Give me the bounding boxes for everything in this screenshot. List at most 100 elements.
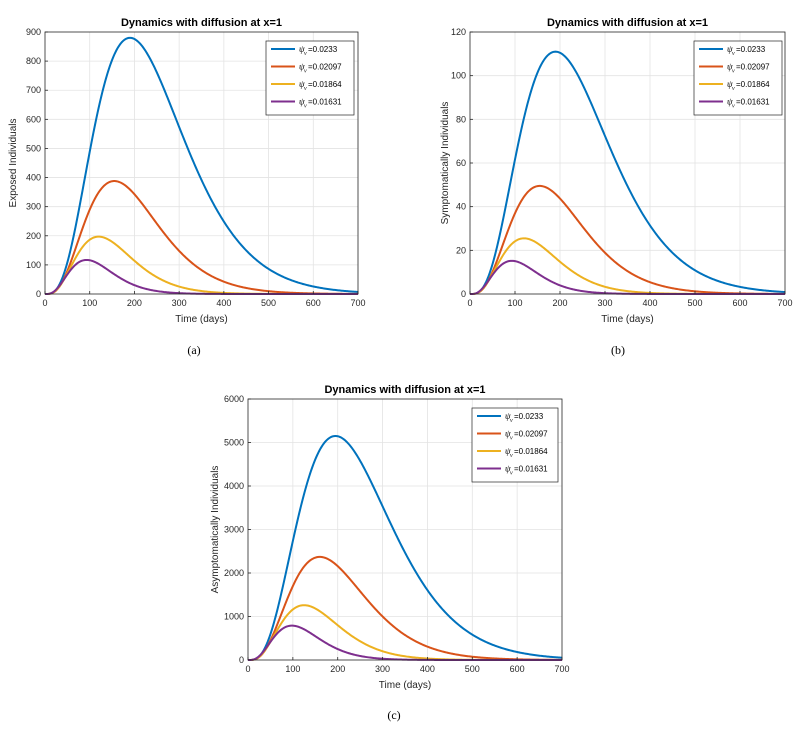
- x-axis-label: Time (days): [175, 314, 227, 325]
- legend-label-3: =0.01864: [736, 80, 770, 89]
- legend-label-2: =0.02097: [514, 430, 548, 439]
- legend-label-1: =0.0233: [308, 45, 338, 54]
- legend-symbol: ψ: [299, 79, 305, 89]
- legend-subscript: ν: [510, 418, 513, 424]
- caption-a: (a): [187, 343, 201, 357]
- x-tick-label: 100: [82, 298, 97, 308]
- y-tick-label: 80: [456, 114, 466, 124]
- y-axis-label: Asymptomatically Individuals: [210, 466, 221, 594]
- legend-label-4: =0.01631: [736, 98, 770, 107]
- legend-symbol: ψ: [727, 97, 733, 107]
- legend-subscript: ν: [510, 471, 513, 477]
- caption-b: (b): [611, 343, 625, 357]
- legend-subscript: ν: [304, 104, 307, 110]
- x-tick-label: 100: [285, 664, 300, 674]
- y-tick-label: 200: [26, 231, 41, 241]
- series-line-1: [470, 50, 786, 295]
- x-tick-label: 600: [306, 298, 321, 308]
- y-tick-label: 500: [26, 143, 41, 153]
- x-tick-label: 0: [467, 298, 472, 308]
- x-tick-label: 100: [507, 298, 522, 308]
- y-tick-label: 800: [26, 56, 41, 66]
- legend-subscript: ν: [304, 86, 307, 92]
- chart-asymptomatic: 0 100 200 300 400 500 600 700 0 1000 2000 3000 4000 5…: [210, 384, 570, 691]
- y-tick-label: 100: [451, 71, 466, 81]
- series-line-1: [248, 434, 563, 661]
- legend-symbol: ψ: [727, 62, 733, 72]
- caption-c: (c): [387, 708, 401, 722]
- y-tick-label: 100: [26, 260, 41, 270]
- chart-title: Dynamics with diffusion at x=1: [121, 17, 282, 29]
- x-tick-label: 400: [216, 298, 231, 308]
- x-axis-label: Time (days): [601, 314, 653, 325]
- legend-label-4: =0.01631: [308, 98, 342, 107]
- y-tick-label: 6000: [224, 394, 244, 404]
- legend-subscript: ν: [304, 69, 307, 75]
- legend-symbol: ψ: [299, 97, 305, 107]
- chart-exposed: 0 100 200 300 400 500 600 700 0 100 200 300 400 500 60…: [8, 17, 366, 325]
- x-tick-label: 300: [172, 298, 187, 308]
- legend-symbol: ψ: [505, 446, 511, 456]
- axes-box: [44, 31, 359, 295]
- x-tick-label: 0: [245, 664, 250, 674]
- x-tick-label: 200: [552, 298, 567, 308]
- legend-box: [265, 40, 355, 116]
- y-tick-label: 4000: [224, 481, 244, 491]
- chart-title: Dynamics with diffusion at x=1: [547, 17, 708, 29]
- legend-label-1: =0.0233: [514, 412, 544, 421]
- legend-subscript: ν: [510, 453, 513, 459]
- x-tick-label: 600: [510, 664, 525, 674]
- x-tick-label: 500: [465, 664, 480, 674]
- y-tick-label: 20: [456, 245, 466, 255]
- x-tick-label: 300: [597, 298, 612, 308]
- legend-subscript: ν: [732, 51, 735, 57]
- legend-label-2: =0.02097: [308, 63, 342, 72]
- y-tick-label: 900: [26, 27, 41, 37]
- y-tick-label: 0: [36, 289, 41, 299]
- legend-label-3: =0.01864: [308, 80, 342, 89]
- y-tick-label: 0: [239, 655, 244, 665]
- series-line-1: [45, 36, 359, 295]
- y-tick-label: 5000: [224, 438, 244, 448]
- x-tick-label: 500: [261, 298, 276, 308]
- x-tick-label: 0: [42, 298, 47, 308]
- legend-symbol: ψ: [727, 44, 733, 54]
- y-tick-label: 40: [456, 202, 466, 212]
- legend-label-2: =0.02097: [736, 63, 770, 72]
- chart-panel-b: 0 100 200 300 400 500 600 700 0 20 40 60 80 100 120 Dyn…: [412, 0, 807, 340]
- chart-panel-a: 0 100 200 300 400 500 600 700 0 100 200 300 400 500 60…: [0, 0, 390, 340]
- x-tick-label: 400: [642, 298, 657, 308]
- legend-label-3: =0.01864: [514, 447, 548, 456]
- legend-box: [693, 40, 783, 116]
- legend-symbol: ψ: [505, 464, 511, 474]
- chart-panel-c: 0 100 200 300 400 500 600 700 0 1000 2000 3000 4000 5…: [195, 378, 595, 708]
- y-tick-label: 400: [26, 173, 41, 183]
- legend-subscript: ν: [510, 436, 513, 442]
- legend-symbol: ψ: [505, 411, 511, 421]
- legend-subscript: ν: [732, 86, 735, 92]
- legend-label-4: =0.01631: [514, 465, 548, 474]
- legend-subscript: ν: [304, 51, 307, 57]
- y-tick-label: 600: [26, 114, 41, 124]
- legend-symbol: ψ: [727, 79, 733, 89]
- legend-symbol: ψ: [505, 429, 511, 439]
- x-tick-label: 200: [330, 664, 345, 674]
- y-tick-label: 700: [26, 85, 41, 95]
- x-tick-label: 700: [777, 298, 792, 308]
- legend-symbol: ψ: [299, 62, 305, 72]
- x-tick-label: 400: [420, 664, 435, 674]
- x-tick-label: 700: [554, 664, 569, 674]
- legend-label-1: =0.0233: [736, 45, 766, 54]
- chart-symptomatic: 0 100 200 300 400 500 600 700 0 20 40 60 80 100 120 Dyn…: [440, 17, 793, 325]
- legend-box: [471, 407, 559, 483]
- y-axis-label: Exposed Individuals: [8, 119, 19, 208]
- legend-subscript: ν: [732, 104, 735, 110]
- y-tick-label: 60: [456, 158, 466, 168]
- legend-symbol: ψ: [299, 44, 305, 54]
- y-tick-label: 3000: [224, 525, 244, 535]
- y-tick-label: 300: [26, 202, 41, 212]
- x-tick-label: 700: [350, 298, 365, 308]
- chart-title: Dynamics with diffusion at x=1: [324, 384, 485, 396]
- y-tick-label: 120: [451, 27, 466, 37]
- x-tick-label: 600: [732, 298, 747, 308]
